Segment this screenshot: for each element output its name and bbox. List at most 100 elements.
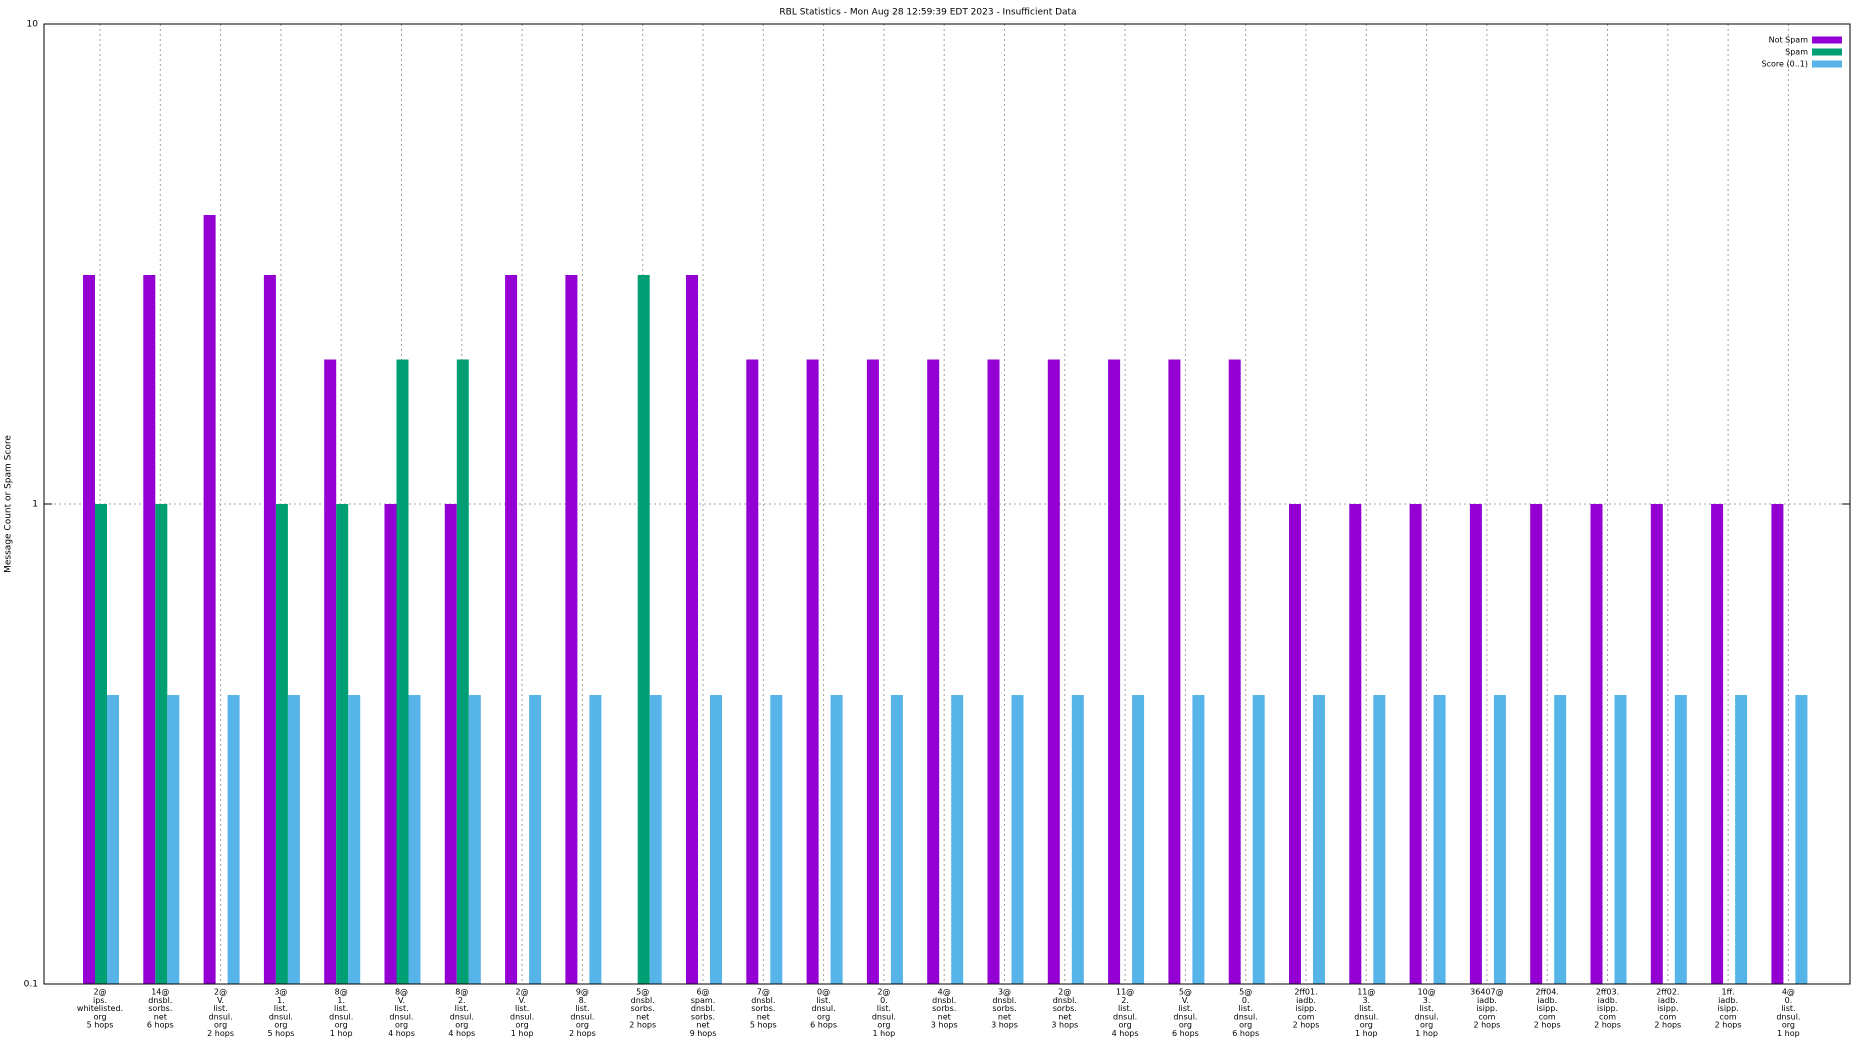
x-tick-label: 14@: [151, 988, 169, 997]
x-tick-label: dnsul.: [510, 1012, 534, 1021]
x-tick-label: dnsul.: [329, 1012, 353, 1021]
x-tick-label: V.: [519, 996, 526, 1005]
x-tick-label: dnsul.: [389, 1012, 413, 1021]
x-tick-label: 10@: [1418, 988, 1436, 997]
x-tick-label: org: [1239, 1021, 1252, 1030]
bar: [408, 695, 421, 984]
x-tick-label: dnsbl.: [631, 996, 655, 1005]
x-tick-label: 2ff04.: [1536, 988, 1559, 997]
x-tick-label: dnsbl.: [691, 1004, 715, 1013]
bar: [1433, 695, 1446, 984]
bar: [1771, 504, 1784, 984]
x-tick-label: 4@: [1782, 988, 1795, 997]
x-tick-label: org: [1420, 1021, 1433, 1030]
x-tick-label: isipp.: [1597, 1004, 1618, 1013]
bar: [287, 695, 300, 984]
x-tick-label: dnsbl.: [1053, 996, 1077, 1005]
x-tick-label: dnsul.: [872, 1012, 896, 1021]
x-tick-label: 2.: [1121, 996, 1129, 1005]
x-tick-label: list.: [1359, 1004, 1373, 1013]
bar: [1614, 695, 1627, 984]
bar: [1349, 504, 1362, 984]
x-tick-label: 4 hops: [388, 1029, 415, 1038]
bar: [1192, 695, 1205, 984]
bar: [227, 695, 240, 984]
x-tick-label: dnsul.: [1354, 1012, 1378, 1021]
x-tick-label: com: [1297, 1012, 1314, 1021]
x-tick-label: net: [757, 1012, 770, 1021]
x-tick-label: 11@: [1357, 988, 1375, 997]
bar: [1711, 504, 1724, 984]
x-tick-label: dnsul.: [269, 1012, 293, 1021]
x-tick-label: 8.: [579, 996, 587, 1005]
bar: [1795, 695, 1808, 984]
x-tick-label: dnsul.: [812, 1004, 836, 1013]
x-tick-label: 11@: [1116, 988, 1134, 997]
x-tick-label: 4 hops: [448, 1029, 475, 1038]
bar: [987, 359, 1000, 984]
bar: [1590, 504, 1603, 984]
x-tick-label: sorbs.: [631, 1004, 655, 1013]
x-tick-label: 2@: [214, 988, 227, 997]
x-tick-label: 7@: [757, 988, 770, 997]
chart-title: RBL Statistics - Mon Aug 28 12:59:39 EDT…: [779, 8, 1076, 18]
x-tick-label: dnsul.: [1173, 1012, 1197, 1021]
legend-label: Spam: [1785, 48, 1808, 57]
x-tick-label: iadb.: [1537, 996, 1557, 1005]
x-tick-label: list.: [816, 996, 830, 1005]
x-tick-label: 2@: [93, 988, 106, 997]
bar: [649, 695, 662, 984]
x-tick-label: sorbs.: [992, 1004, 1016, 1013]
x-tick-label: org: [335, 1021, 348, 1030]
x-tick-label: com: [1720, 1012, 1737, 1021]
x-tick-label: whitelisted.: [77, 1004, 123, 1013]
x-tick-label: net: [938, 1012, 951, 1021]
x-tick-label: com: [1659, 1012, 1676, 1021]
y-tick-label: 10: [27, 20, 39, 30]
bar: [336, 504, 349, 984]
x-tick-label: 3 hops: [991, 1021, 1018, 1030]
x-tick-label: iadb.: [1658, 996, 1678, 1005]
x-tick-label: 2ff01.: [1294, 988, 1317, 997]
x-tick-label: 5 hops: [267, 1029, 294, 1038]
x-tick-label: com: [1539, 1012, 1556, 1021]
x-tick-label: list.: [1419, 1004, 1433, 1013]
x-tick-label: dnsul.: [1234, 1012, 1258, 1021]
x-tick-label: 2 hops: [1594, 1021, 1621, 1030]
x-tick-label: 1 hop: [1355, 1029, 1378, 1038]
bar: [1409, 504, 1422, 984]
x-tick-label: 0.: [1785, 996, 1793, 1005]
x-tick-label: list.: [877, 1004, 891, 1013]
y-tick-label: 0.1: [24, 980, 38, 990]
bar: [927, 359, 940, 984]
x-tick-label: org: [214, 1021, 227, 1030]
x-tick-label: 3 hops: [931, 1021, 958, 1030]
x-tick-label: net: [998, 1012, 1011, 1021]
bar: [396, 359, 409, 984]
x-tick-label: 1 hop: [1415, 1029, 1438, 1038]
x-tick-label: net: [1058, 1012, 1071, 1021]
x-tick-label: 3@: [274, 988, 287, 997]
bar: [1493, 695, 1506, 984]
bar: [95, 504, 107, 984]
x-tick-label: org: [1179, 1021, 1192, 1030]
x-tick-label: 2 hops: [569, 1029, 596, 1038]
x-tick-label: 8@: [395, 988, 408, 997]
x-tick-label: 0@: [817, 988, 830, 997]
bar: [468, 695, 481, 984]
bar: [444, 504, 457, 984]
bar: [263, 274, 276, 984]
x-tick-label: org: [455, 1021, 468, 1030]
x-tick-label: 5@: [1179, 988, 1192, 997]
x-tick-label: isipp.: [1476, 1004, 1497, 1013]
x-tick-label: dnsbl.: [148, 996, 172, 1005]
bar: [324, 359, 337, 984]
x-tick-label: list.: [1239, 1004, 1253, 1013]
y-tick-label: 1: [32, 500, 38, 510]
x-tick-label: isipp.: [1295, 1004, 1316, 1013]
bar: [746, 359, 759, 984]
plot-frame: [43, 23, 1851, 985]
x-tick-label: 3.: [1423, 996, 1431, 1005]
bar: [1228, 359, 1241, 984]
